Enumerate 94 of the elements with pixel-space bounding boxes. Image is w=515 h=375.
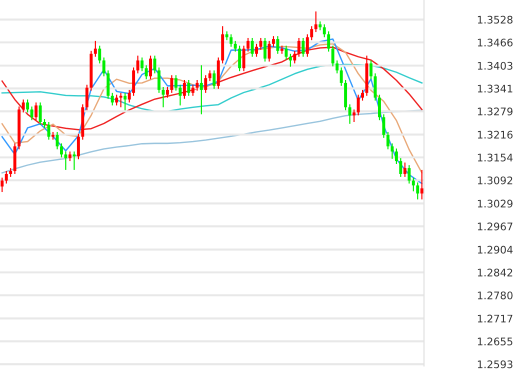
candlestick [212,70,216,90]
candlestick [394,148,398,165]
candlestick [94,40,97,58]
candlestick [382,114,386,138]
candlestick [242,45,246,72]
candlestick [4,170,8,184]
candlestick [386,131,390,150]
candlestick [348,104,352,124]
candlestick [246,37,250,52]
y-tick-label: 1.3154 [478,154,513,162]
candlestick [26,98,30,113]
candlestick [132,66,136,96]
candlestick [378,94,381,121]
candlestick [314,10,318,33]
candlestick [327,30,330,52]
y-tick-label: 1.3092 [478,176,512,184]
y-tick-label: 1.2967 [478,222,512,230]
candlestick [178,84,182,106]
candlestick [297,37,300,58]
candlestick [30,106,34,121]
candlestick [191,84,194,96]
candlestick [68,150,72,162]
candlestick [403,162,406,178]
candlestick [370,60,372,80]
candlestick [0,177,4,193]
y-tick-label: 1.2842 [478,268,512,276]
candlestick [302,37,305,58]
candlestick [144,64,148,80]
candlestick [416,182,420,200]
candlestick [356,94,360,116]
candlestick [102,56,106,77]
candlestick [72,150,76,170]
candlestick [140,56,144,72]
candlestick [331,45,334,67]
candlestick [361,89,364,102]
candlestick [110,92,114,106]
candlestick [85,84,88,111]
candlestick [412,177,415,192]
candlestick [255,43,258,58]
y-tick-label: 1.3466 [478,38,513,46]
candlestick [336,60,339,74]
candlestick [288,53,292,68]
candlestick [310,26,314,41]
candlestick [170,74,174,94]
candlestick [204,74,208,94]
candlestick [306,34,309,58]
candlestick [264,37,266,62]
y-tick-label: 1.3279 [478,108,512,116]
candlestick [60,142,63,158]
candlestick [238,45,242,72]
candlestick [408,164,411,184]
candlestick [22,98,25,113]
candlestick [272,36,275,48]
candlestick [106,70,110,100]
candlestick [250,37,254,58]
y-tick-label: 1.2904 [478,246,513,254]
y-tick-label: 1.2780 [478,291,513,300]
candlestick [98,45,102,64]
y-tick-label: 1.3341 [478,84,512,93]
candlestick [115,94,118,106]
candlestick [352,108,356,123]
y-tick-label: 1.2717 [478,314,512,322]
candlestick [128,89,131,104]
candlestick [38,102,42,126]
y-tick-label: 1.2593 [478,360,512,368]
candlestick [420,169,424,200]
candlestick [276,36,280,54]
candlestick [174,74,178,92]
candlestick [124,92,127,111]
candlestick [399,158,402,178]
candlestick [76,133,80,160]
y-tick-label: 1.3029 [478,200,512,208]
candlestick [200,64,203,115]
y-tick-label: 1.3528 [478,16,513,24]
candlestick [182,79,186,100]
y-tick-label: 1.3216 [478,130,513,139]
candlestick [293,50,296,64]
candlestick [322,24,326,38]
candlestick [284,45,288,60]
candlestick [166,86,169,98]
candlestick [34,102,38,121]
candlestick [64,150,68,170]
candlestick [149,55,152,80]
candlestick [390,142,394,160]
y-tick-label: 1.2655 [478,338,512,346]
candlestick [234,40,237,52]
candlestick [196,79,199,92]
candlestick [230,34,233,48]
candlestick [136,55,140,74]
candlestick [187,79,190,96]
y-tick-label: 1.3403 [478,62,512,70]
candlestick [340,66,343,86]
candlestick [208,70,212,82]
candlestick [158,66,160,94]
